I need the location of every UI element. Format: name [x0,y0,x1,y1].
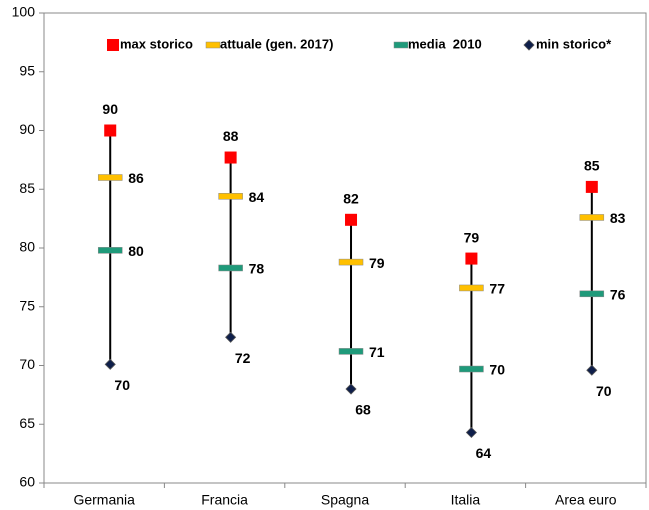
y-tick-label: 65 [19,415,35,431]
data-label: 70 [489,362,505,378]
x-tick-label: Area euro [555,492,617,508]
x-tick-label: Francia [201,492,248,508]
y-tick-label: 60 [19,474,35,490]
marker [97,247,123,254]
data-label: 76 [610,287,626,303]
data-label: 80 [128,243,144,259]
marker [97,174,123,181]
marker [225,331,237,343]
marker [465,426,477,439]
data-label: 79 [369,255,385,271]
y-tick-label: 95 [19,62,35,78]
legend-marker [205,41,221,49]
legend-label: min storico* [536,36,612,51]
marker [218,264,243,272]
data-label: 83 [610,210,626,226]
marker [345,213,358,226]
data-label: 86 [128,170,144,186]
legend-marker [393,41,409,49]
x-tick-label: Italia [451,492,481,508]
data-label: 70 [114,377,130,393]
marker [465,252,478,265]
legend-label: media 2010 [408,36,482,51]
data-label: 84 [249,189,265,205]
data-label: 68 [355,402,371,418]
marker [224,151,237,164]
x-tick-label: Spagna [321,492,369,508]
y-tick-label: 75 [19,297,35,313]
marker [579,290,605,298]
data-label: 77 [489,281,505,297]
data-label: 90 [102,101,118,117]
data-label: 85 [584,158,600,174]
x-tick-label: Germania [73,492,135,508]
marker [104,358,116,370]
marker [579,214,605,221]
marker [338,348,364,355]
marker [586,364,598,376]
marker [459,284,484,292]
data-label: 79 [464,229,480,245]
marker [104,124,117,137]
marker [218,193,243,200]
marker [585,180,598,193]
y-tick-label: 70 [19,356,35,372]
data-label: 72 [235,350,251,366]
legend-marker [107,39,119,51]
legend-label: max storico [120,36,193,51]
marker [338,258,364,266]
legend-label: attuale (gen. 2017) [220,36,333,51]
y-tick-label: 100 [12,4,36,20]
data-label: 70 [596,383,612,399]
data-label: 88 [223,128,239,144]
y-tick-label: 90 [19,121,35,137]
data-label: 82 [343,191,359,207]
marker [345,383,357,395]
data-label: 64 [476,445,492,461]
data-label: 71 [369,344,385,360]
data-label: 78 [249,261,265,277]
y-tick-label: 85 [19,180,35,196]
marker [459,365,484,373]
y-tick-label: 80 [19,239,35,255]
legend-marker [523,39,535,51]
